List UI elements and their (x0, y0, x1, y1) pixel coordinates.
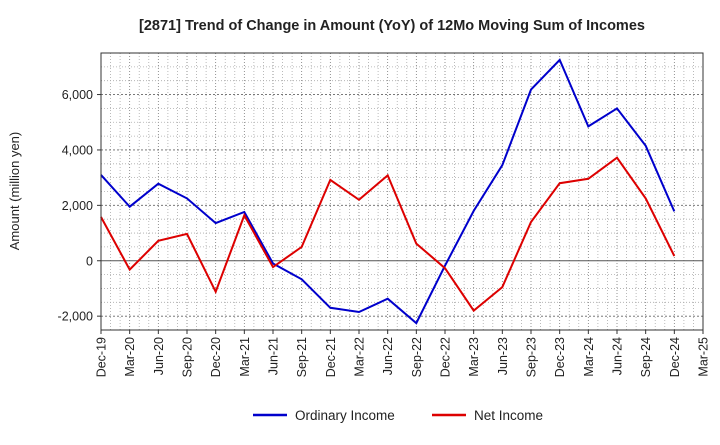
y-tick-label: 2,000 (62, 199, 93, 213)
x-tick-label: Jun-22 (381, 337, 395, 375)
x-tick-label: Dec-23 (553, 337, 567, 377)
y-axis-label: Amount (million yen) (7, 132, 22, 251)
y-tick-label: 0 (86, 254, 93, 268)
x-tick-label: Mar-23 (467, 337, 481, 377)
x-tick-label: Sep-20 (181, 337, 195, 377)
legend-label: Net Income (474, 408, 543, 423)
x-tick-label: Dec-24 (668, 337, 682, 377)
legend-label: Ordinary Income (295, 408, 395, 423)
x-tick-label: Jun-23 (496, 337, 510, 375)
x-tick-label: Jun-20 (152, 337, 166, 375)
x-tick-label: Mar-24 (582, 337, 596, 377)
x-tick-label: Sep-24 (639, 337, 653, 377)
legend: Ordinary Income Net Income (253, 408, 543, 423)
x-tick-label: Dec-20 (209, 337, 223, 377)
x-tick-label: Sep-23 (525, 337, 539, 377)
x-tick-label: Dec-21 (324, 337, 338, 377)
x-tick-label: Mar-21 (238, 337, 252, 377)
x-tick-label: Mar-22 (353, 337, 367, 377)
x-tick-label: Sep-21 (295, 337, 309, 377)
x-tick-label: Mar-25 (697, 337, 711, 377)
x-tick-label: Jun-21 (267, 337, 281, 375)
y-tick-label: -2,000 (58, 310, 93, 324)
x-tick-label: Jun-24 (611, 337, 625, 375)
y-tick-label: 6,000 (62, 88, 93, 102)
y-tick-label: 4,000 (62, 143, 93, 157)
x-tick-label: Dec-22 (439, 337, 453, 377)
x-tick-label: Dec-19 (95, 337, 109, 377)
chart-title: [2871] Trend of Change in Amount (YoY) o… (139, 18, 645, 34)
x-tick-label: Sep-22 (410, 337, 424, 377)
x-tick-label: Mar-20 (123, 337, 137, 377)
